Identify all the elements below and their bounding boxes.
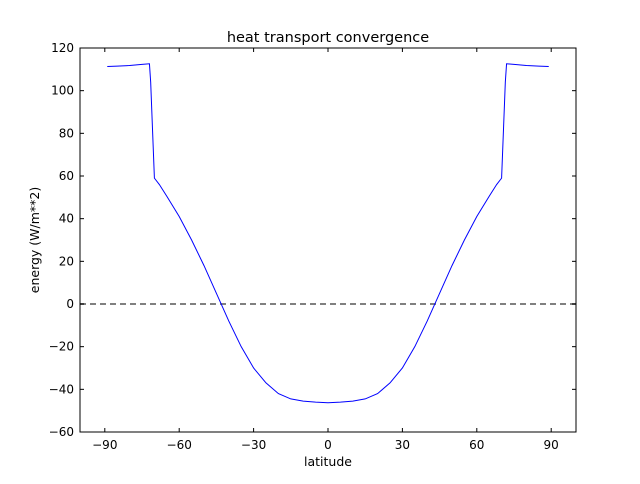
series-line-0 — [107, 63, 549, 404]
y-tick-label: 20 — [59, 254, 74, 268]
x-tick-label: 30 — [395, 438, 410, 452]
plot-area: −90 −60 −30 0 30 60 90 −60 −40 −20 0 20 40 60 80 100 120 — [49, 41, 577, 452]
x-tick-label: 60 — [469, 438, 484, 452]
y-tick-label: 120 — [51, 41, 74, 55]
y-tick-label: 80 — [59, 126, 74, 140]
x-tick-label: 90 — [544, 438, 559, 452]
y-tick-label: 100 — [51, 84, 74, 98]
x-tick-label: 0 — [324, 438, 332, 452]
y-axis-label: energy (W/m**2) — [27, 187, 42, 293]
y-tick-label: 60 — [59, 169, 74, 183]
x-tick-label: −90 — [92, 438, 117, 452]
x-tick-label: −30 — [241, 438, 266, 452]
y-tick-label: −60 — [49, 425, 74, 439]
x-axis-label: latitude — [304, 454, 352, 469]
y-tick-label: −40 — [49, 382, 74, 396]
chart-title: heat transport convergence — [227, 30, 429, 46]
x-tick-label: −60 — [167, 438, 192, 452]
y-tick-label: 40 — [59, 212, 74, 226]
y-tick-label: 0 — [66, 297, 74, 311]
y-tick-label: −20 — [49, 340, 74, 354]
